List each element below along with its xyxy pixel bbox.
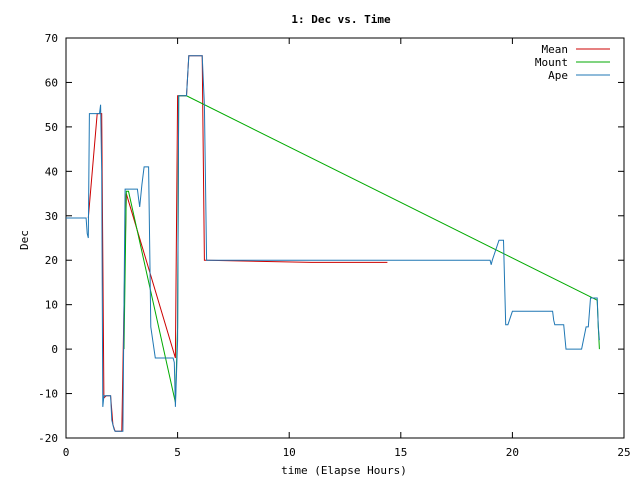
axis-ticks <box>65 37 625 439</box>
y-tick-label: 10 <box>45 299 58 312</box>
y-tick-label: 50 <box>45 121 58 134</box>
plot-frame <box>65 37 625 439</box>
legend-label-mean: Mean <box>542 43 569 56</box>
x-tick-label: 20 <box>506 446 519 459</box>
legend-label-mount: Mount <box>535 56 568 69</box>
y-tick-label: 40 <box>45 165 58 178</box>
axis-tick-labels: 0 5 10 15 20 25 -20 -10 0 10 20 30 40 50 60 70 <box>38 32 631 459</box>
y-tick-label: 60 <box>45 76 58 89</box>
y-tick-label: 0 <box>51 343 58 356</box>
series-line-mean <box>87 55 388 432</box>
y-tick-label: -10 <box>38 388 58 401</box>
series-line-mount <box>123 95 600 403</box>
x-tick-label: 10 <box>283 446 296 459</box>
y-tick-label: 20 <box>45 254 58 267</box>
x-tick-label: 15 <box>394 446 407 459</box>
y-tick-label: 30 <box>45 210 58 223</box>
series-line-ape <box>66 55 600 432</box>
y-axis-label: Dec <box>18 230 31 250</box>
series-lines <box>66 55 600 432</box>
chart-title: 1: Dec vs. Time <box>291 13 391 26</box>
y-tick-label: -20 <box>38 432 58 445</box>
x-axis-label: time (Elapse Hours) <box>281 464 407 477</box>
x-tick-label: 5 <box>174 446 181 459</box>
x-tick-label: 0 <box>63 446 70 459</box>
legend-label-ape: Ape <box>548 69 568 82</box>
x-tick-label: 25 <box>617 446 630 459</box>
y-tick-label: 70 <box>45 32 58 45</box>
